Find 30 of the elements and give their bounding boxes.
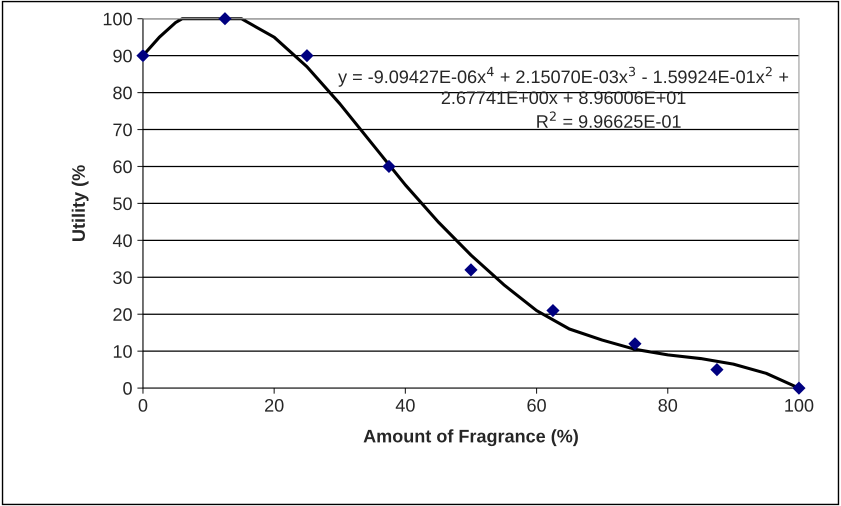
point [382, 160, 396, 174]
point [546, 304, 560, 318]
y-tick-label: 100 [104, 12, 132, 26]
y-axis-title: Utility (% [72, 165, 89, 241]
x-axis-title: Amount of Fragrance (%) [364, 429, 578, 446]
y-tick-label: 10 [114, 345, 132, 358]
x-tick-label: 20 [265, 398, 284, 412]
text: y = -9.09427E-06x$^{4}$ + 2.15070E-03x$^{3}$ - 1.59924E-01x$^{2}$ + 2.67741E+00x + 8.96006E+01 [338, 66, 788, 104]
point [628, 337, 642, 350]
y-tick-label: 70 [113, 123, 132, 136]
point [792, 382, 806, 395]
point [464, 263, 478, 276]
x-tick-label: 40 [396, 398, 415, 412]
point [300, 49, 314, 62]
x-tick-label: 80 [658, 398, 678, 412]
x-tick-label: 60 [527, 398, 546, 412]
y-tick-label: 30 [113, 271, 132, 284]
y-tick-label: 50 [113, 197, 132, 210]
x-tick-label: 0 [138, 398, 148, 412]
point [710, 363, 724, 376]
point [218, 12, 232, 26]
x-tick-label: 100 [785, 398, 814, 412]
y-tick-label: 80 [113, 86, 132, 100]
y-tick-label: 60 [113, 160, 132, 174]
point [136, 49, 150, 62]
annotation: R$^{2}$ = 9.96625E-01 [537, 111, 681, 128]
y-tick-label: 90 [113, 50, 132, 62]
y-tick-label: 20 [113, 308, 132, 321]
y-tick-label: 0 [123, 382, 132, 395]
y-tick-label: 40 [112, 234, 132, 248]
